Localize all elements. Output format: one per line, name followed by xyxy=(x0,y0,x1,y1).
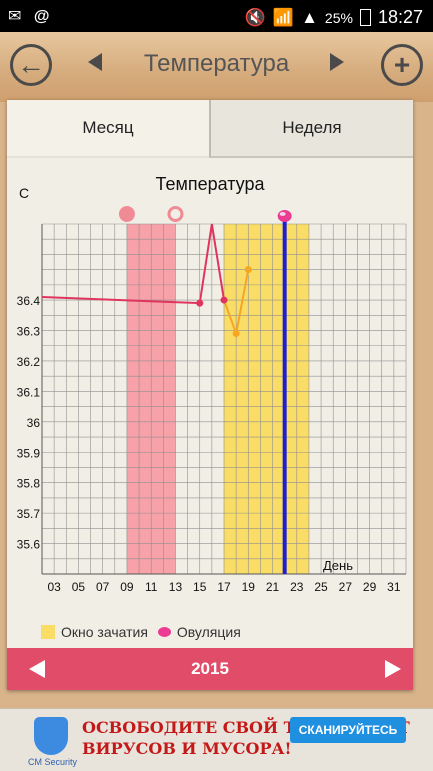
year-label: 2015 xyxy=(191,659,229,678)
mute-icon: 🔇 xyxy=(244,7,266,27)
legend-fertile-label: Окно зачатия xyxy=(61,624,148,640)
x-tick-label: 31 xyxy=(387,580,401,594)
y-tick-label: 35.7 xyxy=(17,507,41,521)
period-start-marker xyxy=(118,206,135,222)
tab-week[interactable]: Неделя xyxy=(209,100,413,158)
ovulation-marker xyxy=(277,210,292,222)
temperature-point xyxy=(196,299,204,307)
status-bar: ✉ @ 🔇 📶 ▲ 25% 18:27 xyxy=(0,0,433,32)
ovulation-marker-highlight xyxy=(279,212,286,216)
y-axis-label: С xyxy=(19,185,29,201)
x-tick-label: 15 xyxy=(193,580,207,594)
x-tick-label: 17 xyxy=(217,580,231,594)
x-tick-label: 03 xyxy=(47,580,61,594)
mail-icon: ✉ xyxy=(8,8,22,25)
battery-icon xyxy=(359,9,371,26)
year-selector: 2015 xyxy=(7,648,413,690)
prev-year-button[interactable] xyxy=(29,660,45,678)
fertile-window-swatch xyxy=(41,625,55,639)
y-tick-label: 36 xyxy=(27,416,41,430)
y-tick-label: 36.3 xyxy=(17,325,41,339)
x-tick-label: 11 xyxy=(145,580,158,594)
legend: Окно зачатия Овуляция xyxy=(41,624,241,640)
arrow-left-icon: ← xyxy=(17,49,45,80)
x-axis-label: День xyxy=(323,558,353,573)
y-tick-label: 35.6 xyxy=(17,538,41,552)
x-tick-label: 25 xyxy=(314,580,328,594)
add-button[interactable]: + xyxy=(381,44,423,86)
ovulation-swatch xyxy=(157,627,171,637)
temperature-point xyxy=(244,266,252,274)
back-button[interactable]: ← xyxy=(10,44,52,86)
x-tick-label: 21 xyxy=(266,580,280,594)
signal-icon: ▲ xyxy=(301,7,318,27)
next-year-button[interactable] xyxy=(385,660,401,678)
plus-icon: + xyxy=(393,49,411,80)
notification-icons: ✉ @ xyxy=(8,6,49,26)
x-tick-label: 13 xyxy=(169,580,183,594)
y-tick-label: 36.4 xyxy=(17,294,41,308)
ad-banner[interactable]: CM Security ОСВОБОДИТЕ СВОЙ ТЕЛЕФОН ОТ В… xyxy=(0,708,433,771)
x-tick-label: 05 xyxy=(72,580,86,594)
y-tick-label: 35.9 xyxy=(17,446,41,460)
tab-month[interactable]: Месяц xyxy=(7,100,209,158)
fertile-window-band xyxy=(224,224,309,574)
at-icon: @ xyxy=(33,8,50,25)
x-tick-label: 23 xyxy=(290,580,304,594)
y-tick-label: 36.1 xyxy=(17,385,41,399)
x-tick-label: 09 xyxy=(120,580,134,594)
temperature-chart[interactable]: Температура С 36.4 36.3 36.2 36.1 36 35.9 35.8 35… xyxy=(7,158,413,598)
legend-ovulation-label: Овуляция xyxy=(176,624,241,640)
x-tick-label: 07 xyxy=(96,580,110,594)
x-tick-label: 29 xyxy=(363,580,377,594)
clock: 18:27 xyxy=(377,7,423,27)
system-icons: 🔇 📶 ▲ 25% 18:27 xyxy=(245,7,423,28)
temperature-point xyxy=(232,330,240,338)
page-title: Температура xyxy=(143,50,290,77)
temperature-point xyxy=(220,296,228,304)
period-end-marker xyxy=(167,206,184,222)
period-tabs: Месяц Неделя xyxy=(7,100,413,158)
y-tick-label: 35.8 xyxy=(17,477,41,491)
y-tick-label: 36.2 xyxy=(17,355,41,369)
chart-panel: Месяц Неделя Температура С 36.4 36.3 36.2 36.… xyxy=(7,100,413,690)
battery-percent: 25% xyxy=(324,9,353,26)
shield-icon xyxy=(34,717,68,755)
ad-scan-button[interactable]: СКАНИРУЙТЕСЬ xyxy=(290,717,406,743)
temperature-line-0 xyxy=(41,223,225,305)
wifi-icon: 📶 xyxy=(272,7,295,27)
next-chart-button[interactable] xyxy=(330,53,344,71)
chart-title: Температура xyxy=(155,174,265,194)
top-bar: ← Температура + xyxy=(0,32,433,102)
x-tick-label: 19 xyxy=(242,580,256,594)
prev-chart-button[interactable] xyxy=(88,53,102,71)
ad-brand: CM Security xyxy=(28,757,78,767)
x-tick-label: 27 xyxy=(339,580,353,594)
